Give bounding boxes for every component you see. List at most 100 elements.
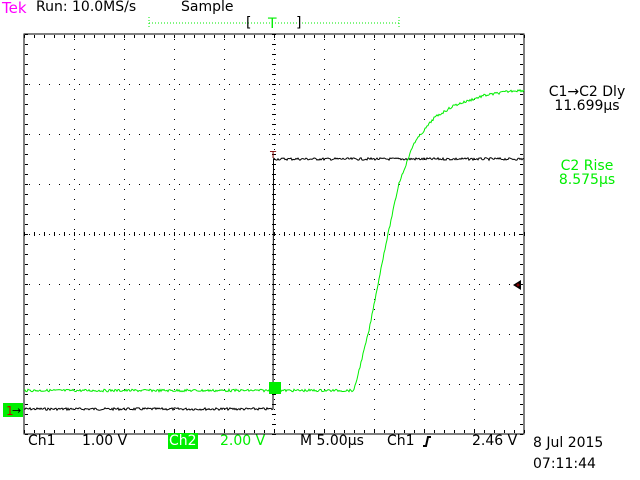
grid-dot xyxy=(479,84,480,85)
edge-tick xyxy=(34,430,35,433)
grid-dot xyxy=(374,349,375,350)
grid-dot xyxy=(239,234,240,235)
edge-tick xyxy=(520,314,523,315)
grid-dot xyxy=(224,379,225,380)
grid-dot xyxy=(519,184,520,185)
grid-dot xyxy=(99,234,100,235)
grid-dot xyxy=(124,319,125,320)
grid-dot xyxy=(474,139,475,140)
grid-dot xyxy=(424,239,425,240)
grid-dot xyxy=(189,334,190,335)
ch1-ground-marker[interactable] xyxy=(3,403,23,417)
center-tick xyxy=(272,294,276,295)
grid-dot xyxy=(174,219,175,220)
grid-dot xyxy=(124,289,125,290)
grid-dot xyxy=(324,349,325,350)
grid-dot xyxy=(374,279,375,280)
grid-dot xyxy=(209,334,210,335)
edge-tick xyxy=(520,114,523,115)
edge-tick xyxy=(25,204,28,205)
grid-dot xyxy=(249,134,250,135)
center-tick xyxy=(44,232,45,236)
grid-dot xyxy=(479,134,480,135)
grid-dot xyxy=(424,39,425,40)
ch1-label[interactable]: Ch1 xyxy=(28,433,56,449)
edge-tick xyxy=(134,430,135,433)
edge-tick xyxy=(354,430,355,433)
edge-tick xyxy=(520,244,523,245)
edge-tick xyxy=(44,430,45,433)
grid-dot xyxy=(29,84,30,85)
edge-tick xyxy=(25,254,28,255)
grid-dot xyxy=(429,334,430,335)
grid-dot xyxy=(224,69,225,70)
edge-tick xyxy=(25,304,28,305)
edge-tick xyxy=(324,35,325,38)
grid-dot xyxy=(274,39,275,40)
edge-tick xyxy=(25,284,28,285)
grid-dot xyxy=(509,184,510,185)
ch2-trigger-marker xyxy=(269,382,281,394)
grid-dot xyxy=(159,184,160,185)
grid-dot xyxy=(119,334,120,335)
grid-dot xyxy=(474,419,475,420)
grid-dot xyxy=(79,84,80,85)
grid-dot xyxy=(339,84,340,85)
grid-dot xyxy=(269,234,270,235)
grid-dot xyxy=(124,169,125,170)
edge-tick xyxy=(494,35,495,38)
grid-dot xyxy=(224,289,225,290)
grid-dot xyxy=(274,59,275,60)
grid-dot xyxy=(124,229,125,230)
grid-dot xyxy=(274,409,275,410)
edge-tick xyxy=(404,35,405,38)
grid-dot xyxy=(124,129,125,130)
grid-dot xyxy=(74,119,75,120)
grid-dot xyxy=(424,199,425,200)
center-tick xyxy=(272,254,276,255)
grid-dot xyxy=(374,89,375,90)
center-tick xyxy=(272,154,276,155)
grid-dot xyxy=(269,84,270,85)
grid-dot xyxy=(474,169,475,170)
grid-dot xyxy=(324,369,325,370)
edge-tick xyxy=(25,134,28,135)
grid-dot xyxy=(474,299,475,300)
grid-dot xyxy=(174,239,175,240)
edge-tick xyxy=(394,35,395,38)
grid-dot xyxy=(174,429,175,430)
ch2-label[interactable]: Ch2 xyxy=(168,433,198,449)
grid-dot xyxy=(224,419,225,420)
grid-dot xyxy=(374,169,375,170)
grid-dot xyxy=(374,199,375,200)
grid-dot xyxy=(499,184,500,185)
grid-dot xyxy=(224,159,225,160)
grid-dot xyxy=(124,369,125,370)
grid-dot xyxy=(124,99,125,100)
edge-tick xyxy=(344,430,345,433)
date: 8 Jul 2015 xyxy=(533,435,604,451)
grid-dot xyxy=(289,384,290,385)
grid-dot xyxy=(174,279,175,280)
grid-dot xyxy=(374,79,375,80)
grid-dot xyxy=(169,384,170,385)
grid-dot xyxy=(74,259,75,260)
grid-dot xyxy=(374,329,375,330)
grid-dot xyxy=(219,134,220,135)
grid-dot xyxy=(224,389,225,390)
grid-dot xyxy=(474,189,475,190)
grid-dot xyxy=(374,139,375,140)
center-tick xyxy=(334,232,335,236)
edge-tick xyxy=(25,44,28,45)
grid-dot xyxy=(124,119,125,120)
grid-dot xyxy=(179,334,180,335)
grid-dot xyxy=(429,84,430,85)
grid-dot xyxy=(329,284,330,285)
grid-dot xyxy=(499,284,500,285)
grid-dot xyxy=(209,184,210,185)
grid-dot xyxy=(424,229,425,230)
grid-dot xyxy=(399,284,400,285)
edge-tick xyxy=(424,35,425,38)
center-tick xyxy=(272,174,276,175)
grid-dot xyxy=(59,84,60,85)
